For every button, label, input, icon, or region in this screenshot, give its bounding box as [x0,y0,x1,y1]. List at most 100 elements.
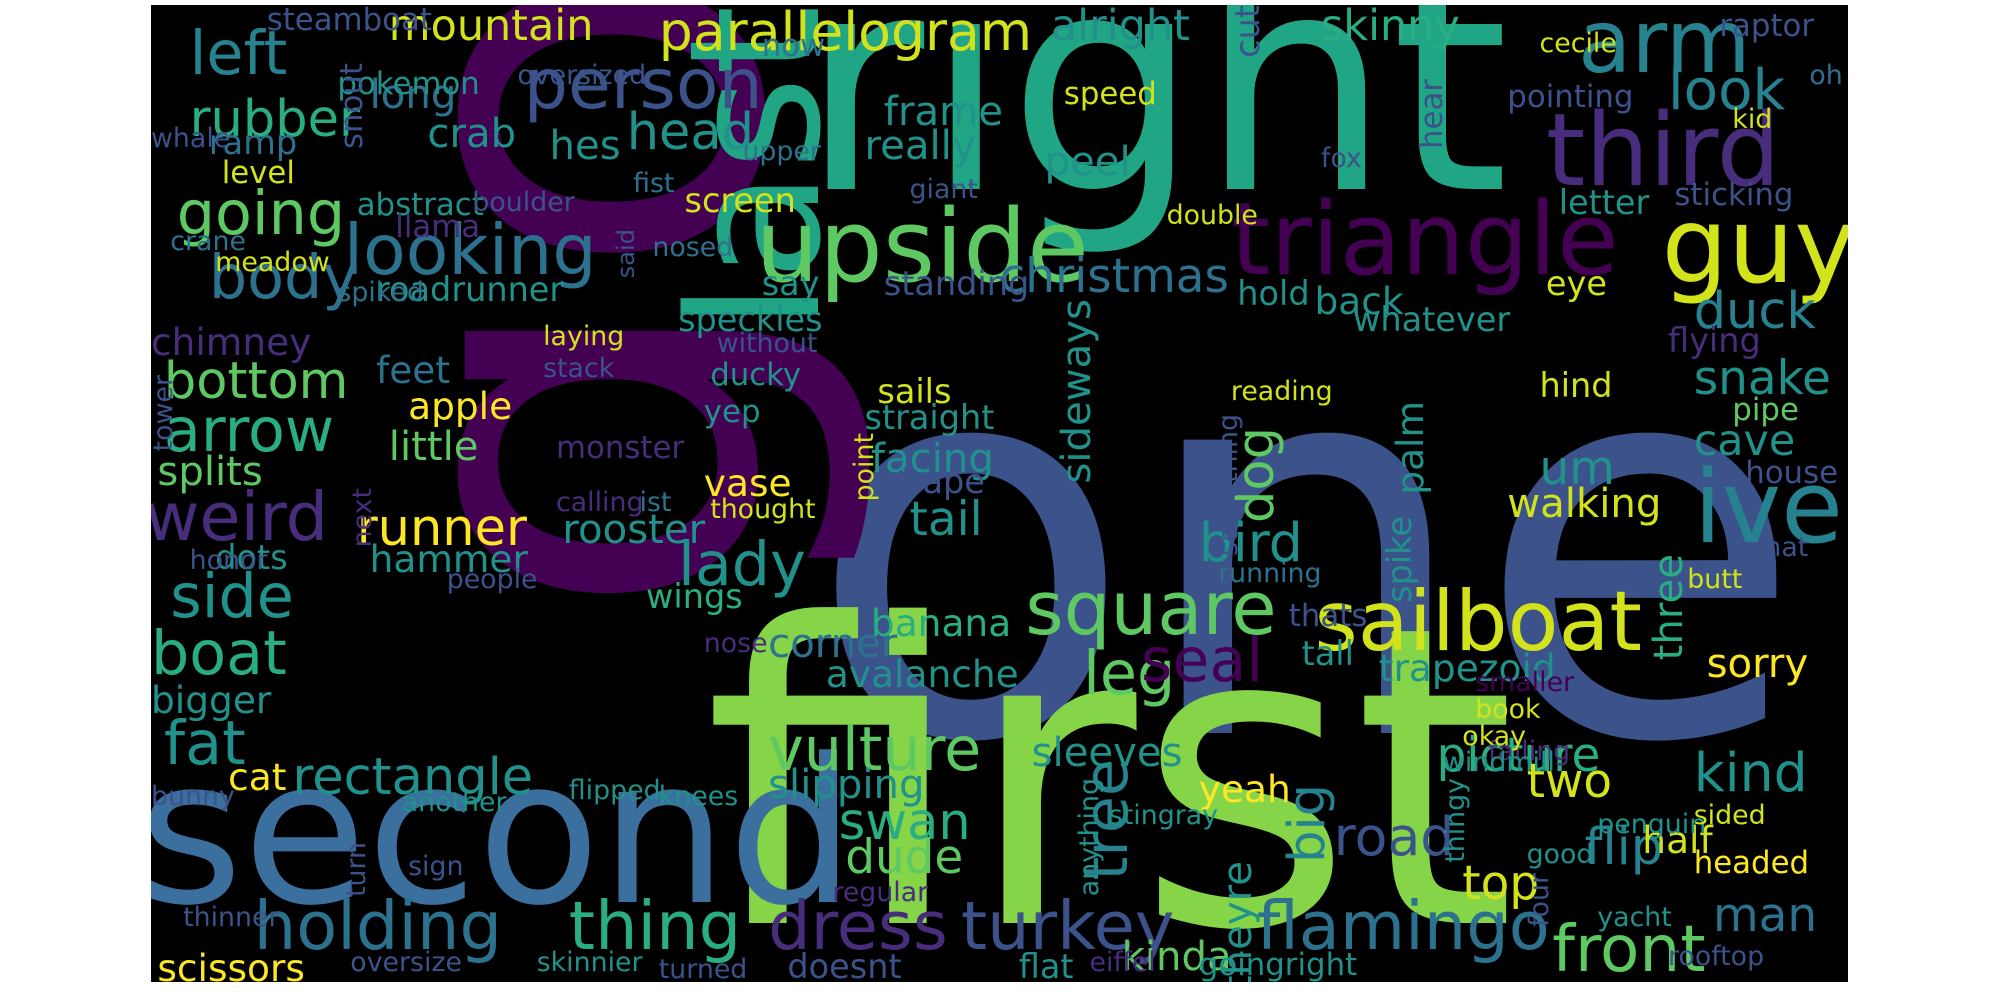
cloud-word: sailboat [1314,572,1642,670]
cloud-word: slipping [768,761,925,808]
cloud-word: kid [1732,104,1773,136]
cloud-word: tall [1301,634,1354,674]
cloud-word: body [208,242,359,313]
cloud-word: hammer [369,537,528,582]
cloud-word: falling [1488,736,1571,768]
cloud-word: level [221,155,295,192]
cloud-word: eye [1545,263,1607,303]
cloud-word: right [800,5,1510,261]
cloud-word: tail [909,491,983,547]
cloud-word: flying [1668,321,1761,361]
cloud-word: apart [1054,509,1091,592]
cloud-word: two [1526,753,1613,809]
cloud-word: flamingo [1256,886,1550,965]
cloud-word: spike [1379,515,1419,603]
cloud-word: without [716,327,818,359]
cloud-word: looking [343,209,597,291]
cloud-word: say [761,263,820,303]
cloud-word: now [761,27,826,64]
cloud-word: three [1645,554,1692,661]
cloud-word: another [401,787,507,819]
cloud-word: hat [1764,532,1809,563]
cloud-word: chimney [151,320,312,365]
cloud-word: fist [633,168,675,199]
cloud-word: raptor [1719,8,1815,45]
cloud-word: rooster [562,506,706,553]
cloud-word: four [1523,873,1555,928]
cloud-word: flip [1584,818,1664,878]
cloud-word: christmas [999,249,1229,304]
cloud-word: book [1475,694,1541,726]
cloud-word: abstract [356,187,484,224]
cloud-word: second [151,716,856,950]
cloud-word: head [626,103,755,163]
cloud-word: flat [1018,947,1074,982]
cloud-word: something [1212,413,1244,556]
cloud-word: corner [768,621,898,668]
cloud-word: thing [568,886,742,965]
cloud-word: speed [1063,76,1157,113]
cloud-word: next [347,487,379,548]
cloud-word: doesnt [787,947,902,982]
cloud-word: um [1539,440,1615,496]
cloud-word: front [1552,912,1706,982]
cloud-word: penguin [1597,809,1707,841]
cloud-word: stack [543,353,615,385]
cloud-word: side [170,561,294,632]
cloud-word: mountain [388,5,594,51]
cloud-word: arm [1578,5,1751,93]
cloud-word: half [1642,818,1713,863]
cloud-word: cave [1693,416,1796,467]
cloud-word: holding [253,886,503,965]
cloud-word: skinny [1320,5,1460,51]
cloud-word: facing [870,436,994,483]
cloud-word: upper [742,136,821,168]
cloud-word: anything [1073,777,1105,896]
cloud-word: banana [870,601,1012,646]
cloud-word: ducky [710,357,802,393]
cloud-word: hold [1237,274,1310,313]
cloud-word: nosed [652,231,734,263]
cloud-word: kind [1693,740,1808,804]
cloud-word: windmill [1443,746,1555,778]
cloud-word: snake [1693,351,1831,407]
cloud-word: bird [1198,510,1303,574]
cloud-word: hes [549,123,621,170]
cloud-word: dots [215,538,288,578]
cloud-word: look [1668,57,1786,123]
cloud-word: pokemon [337,65,480,102]
cloud-word: said [611,228,640,278]
cloud-word: cat [228,754,287,799]
cloud-word: sticking [1674,177,1794,213]
cloud-word: goingright [1198,947,1358,982]
cloud-word: going [176,178,346,249]
cloud-word: sided [1693,800,1766,832]
cloud-word: runner [356,499,527,559]
cloud-word: parallelogram [658,5,1033,63]
cloud-word: sorry [1706,640,1809,687]
cloud-word: pipe [1732,391,1799,428]
cloud-word: scissors [157,946,305,982]
cloud-word: road [1333,804,1455,868]
cloud-word: back [1314,279,1404,324]
cloud-word: headed [1693,844,1810,881]
cloud-word: smaller [1475,667,1575,699]
cloud-word: whale [151,123,231,155]
cloud-word: third [1545,91,1781,209]
cloud-word: running [1218,557,1322,589]
cloud-word: point [848,432,880,502]
cloud-word: vase [703,460,792,505]
cloud-word: spiked [337,276,424,308]
cloud-word: feet [376,348,451,393]
cloud-word: tower [151,375,179,452]
cloud-word: crab [427,110,517,157]
cloud-word: top [1462,855,1540,911]
cloud-word: vulture [768,715,982,786]
cloud-word: frame [883,88,1003,135]
cloud-word: apple [408,384,513,429]
cloud-word: thingy [1440,777,1471,863]
cloud-word: people [446,563,538,595]
cloud-word: eiffel [1089,947,1156,979]
cloud-word: nose [703,627,768,659]
cloud-word: little [388,423,479,470]
